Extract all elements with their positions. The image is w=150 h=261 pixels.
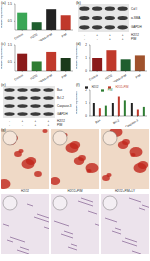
svg-text:GAPDH: GAPDH xyxy=(131,25,142,29)
svg-text:H2O2: H2O2 xyxy=(30,73,39,81)
html-text:(a): (a) xyxy=(1,0,6,5)
svg-text:Control: Control xyxy=(13,73,24,81)
html-text:(b): (b) xyxy=(76,0,81,5)
html-text:(d): (d) xyxy=(76,41,81,46)
svg-text:-: - xyxy=(84,37,85,41)
html-text:H2O2+PIM+LY: H2O2+PIM+LY xyxy=(114,189,136,193)
svg-text:-: - xyxy=(9,123,10,127)
html-text:(c): (c) xyxy=(1,41,6,46)
svg-text:Relative expression: Relative expression xyxy=(76,91,78,114)
svg-text:Control: Control xyxy=(13,32,24,40)
svg-text:PIM: PIM xyxy=(135,73,142,79)
svg-text:PIM: PIM xyxy=(131,37,137,41)
svg-text:GAPDH: GAPDH xyxy=(57,112,68,116)
svg-text:H2O2: H2O2 xyxy=(131,33,139,37)
html-text:H2O2: H2O2 xyxy=(21,189,29,193)
html-text:(f): (f) xyxy=(76,82,80,87)
html-text:H2O2: H2O2 xyxy=(91,86,99,90)
svg-text:Bax: Bax xyxy=(57,88,63,92)
svg-text:PIM: PIM xyxy=(61,32,68,38)
html-text:(g): (g) xyxy=(1,127,6,132)
svg-text:H2O2+PIM: H2O2+PIM xyxy=(38,73,53,82)
svg-text:H2O2: H2O2 xyxy=(104,73,113,81)
svg-text:+: + xyxy=(122,37,124,41)
html-text:H2O2+PIM: H2O2+PIM xyxy=(67,189,83,193)
svg-text:Caspase-3: Caspase-3 xyxy=(57,104,72,108)
svg-text:Caspase-3: Caspase-3 xyxy=(124,118,139,127)
svg-text:0: 0 xyxy=(85,69,87,73)
svg-text:0: 0 xyxy=(85,114,87,118)
svg-text:1.5: 1.5 xyxy=(8,43,12,47)
svg-text:2: 2 xyxy=(85,43,87,47)
svg-text:0.5: 0.5 xyxy=(8,60,12,64)
svg-text:+: + xyxy=(109,37,111,41)
svg-text:Bcl-2: Bcl-2 xyxy=(112,118,120,125)
svg-text:+: + xyxy=(35,123,37,127)
svg-text:1.5: 1.5 xyxy=(8,2,12,6)
svg-text:+: + xyxy=(48,123,50,127)
svg-text:H2O2+PIM: H2O2+PIM xyxy=(112,73,127,82)
html-text:PIM: PIM xyxy=(107,89,113,93)
html-text:(e): (e) xyxy=(1,82,6,87)
svg-text:PIM: PIM xyxy=(57,123,63,127)
svg-text:-: - xyxy=(22,123,23,127)
svg-text:Bcl-2: Bcl-2 xyxy=(57,96,64,100)
svg-text:1: 1 xyxy=(85,101,87,105)
svg-text:-: - xyxy=(97,37,98,41)
svg-text:H2O2: H2O2 xyxy=(30,32,39,40)
svg-text:PIM: PIM xyxy=(61,73,68,79)
svg-text:α-SMA: α-SMA xyxy=(131,16,140,20)
svg-text:Bax: Bax xyxy=(95,118,102,124)
html-text:H2O2+PIM: H2O2+PIM xyxy=(115,86,129,90)
svg-text:H2O2: H2O2 xyxy=(57,119,65,123)
svg-text:Control: Control xyxy=(88,73,99,81)
svg-text:0.5: 0.5 xyxy=(8,19,12,23)
svg-text:1: 1 xyxy=(85,56,87,60)
svg-text:Relative expression: Relative expression xyxy=(76,46,78,69)
svg-text:2: 2 xyxy=(85,88,87,92)
svg-text:H2O2+PIM: H2O2+PIM xyxy=(38,32,53,41)
svg-text:Col I: Col I xyxy=(131,7,137,11)
